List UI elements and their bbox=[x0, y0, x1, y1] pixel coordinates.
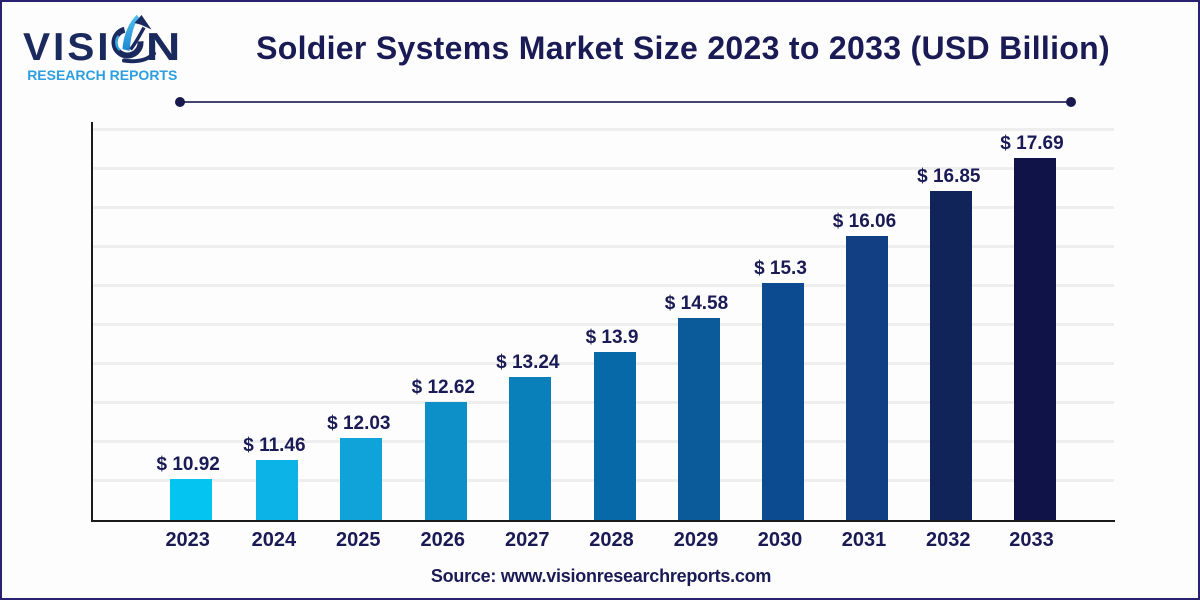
svg-text:N: N bbox=[146, 26, 181, 69]
svg-text:RESEARCH REPORTS: RESEARCH REPORTS bbox=[27, 67, 177, 83]
svg-text:VISI: VISI bbox=[23, 26, 112, 69]
